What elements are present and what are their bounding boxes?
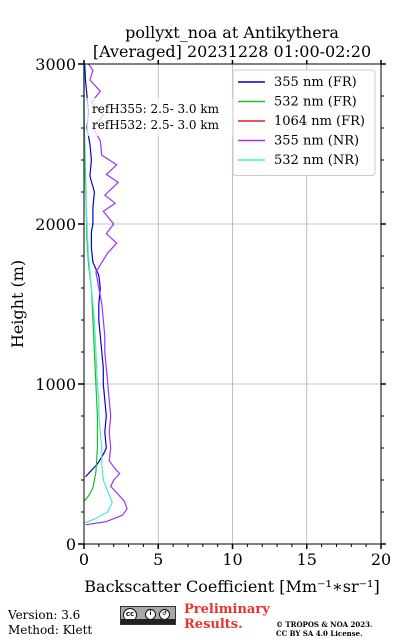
cc-badge-strip [121,619,175,624]
chart-title-line2: [Averaged] 20231228 01:00-02:20 [93,42,371,61]
reference-height-label: refH532: 2.5- 3.0 km [92,118,220,132]
series-lines [83,63,128,526]
legend-label: 1064 nm (FR) [274,114,365,129]
x-tick-label: 15 [297,550,317,569]
method-text: Method: Klett [8,623,93,637]
legend-label: 532 nm (FR) [274,95,357,110]
preliminary-line1: Preliminary [184,602,270,617]
x-tick-label: 20 [371,550,391,569]
backscatter-profile-chart: pollyxt_noa at Antikythera [Averaged] 20… [8,23,391,596]
cc-license-badge: cc i ↺ [120,606,176,625]
axis-ticks: 0 5 10 15 20 0 1000 2000 3000 [35,55,391,569]
legend: 355 nm (FR) 532 nm (FR) 1064 nm (FR) 355 nm… [232,69,376,176]
copyright-line2: CC BY SA 4.0 License. [276,629,363,638]
y-tick-label: 2000 [35,215,76,234]
legend-label: 355 nm (FR) [274,75,357,90]
y-tick-label: 0 [66,535,76,554]
y-axis-label: Height (m) [8,260,27,348]
series-line [83,64,113,524]
annotation-background [87,98,233,136]
x-tick-label: 10 [222,550,242,569]
copyright-notice: © TROPOS & NOA 2023. CC BY SA 4.0 Licens… [276,620,372,638]
series-line [85,63,128,526]
y-tick-label: 3000 [35,55,76,74]
preliminary-results-notice: Preliminary Results. [184,602,270,632]
version-text: Version: 3.6 [8,608,81,622]
chart-title-line1: pollyxt_noa at Antikythera [125,23,339,42]
x-axis-label: Backscatter Coefficient [Mm⁻¹∗sr⁻¹] [84,577,379,596]
preliminary-line2: Results. [184,617,243,632]
reference-height-label: refH355: 2.5- 3.0 km [92,102,220,116]
legend-label: 355 nm (NR) [274,134,359,149]
series-line [84,63,107,478]
reference-height-annotations: refH355: 2.5- 3.0 km refH532: 2.5- 3.0 km [87,98,233,136]
legend-box [232,69,376,176]
legend-label: 532 nm (NR) [274,153,359,168]
copyright-line1: © TROPOS & NOA 2023. [276,620,373,629]
x-tick-label: 0 [79,550,89,569]
y-tick-label: 1000 [35,375,76,394]
x-tick-label: 5 [153,550,163,569]
